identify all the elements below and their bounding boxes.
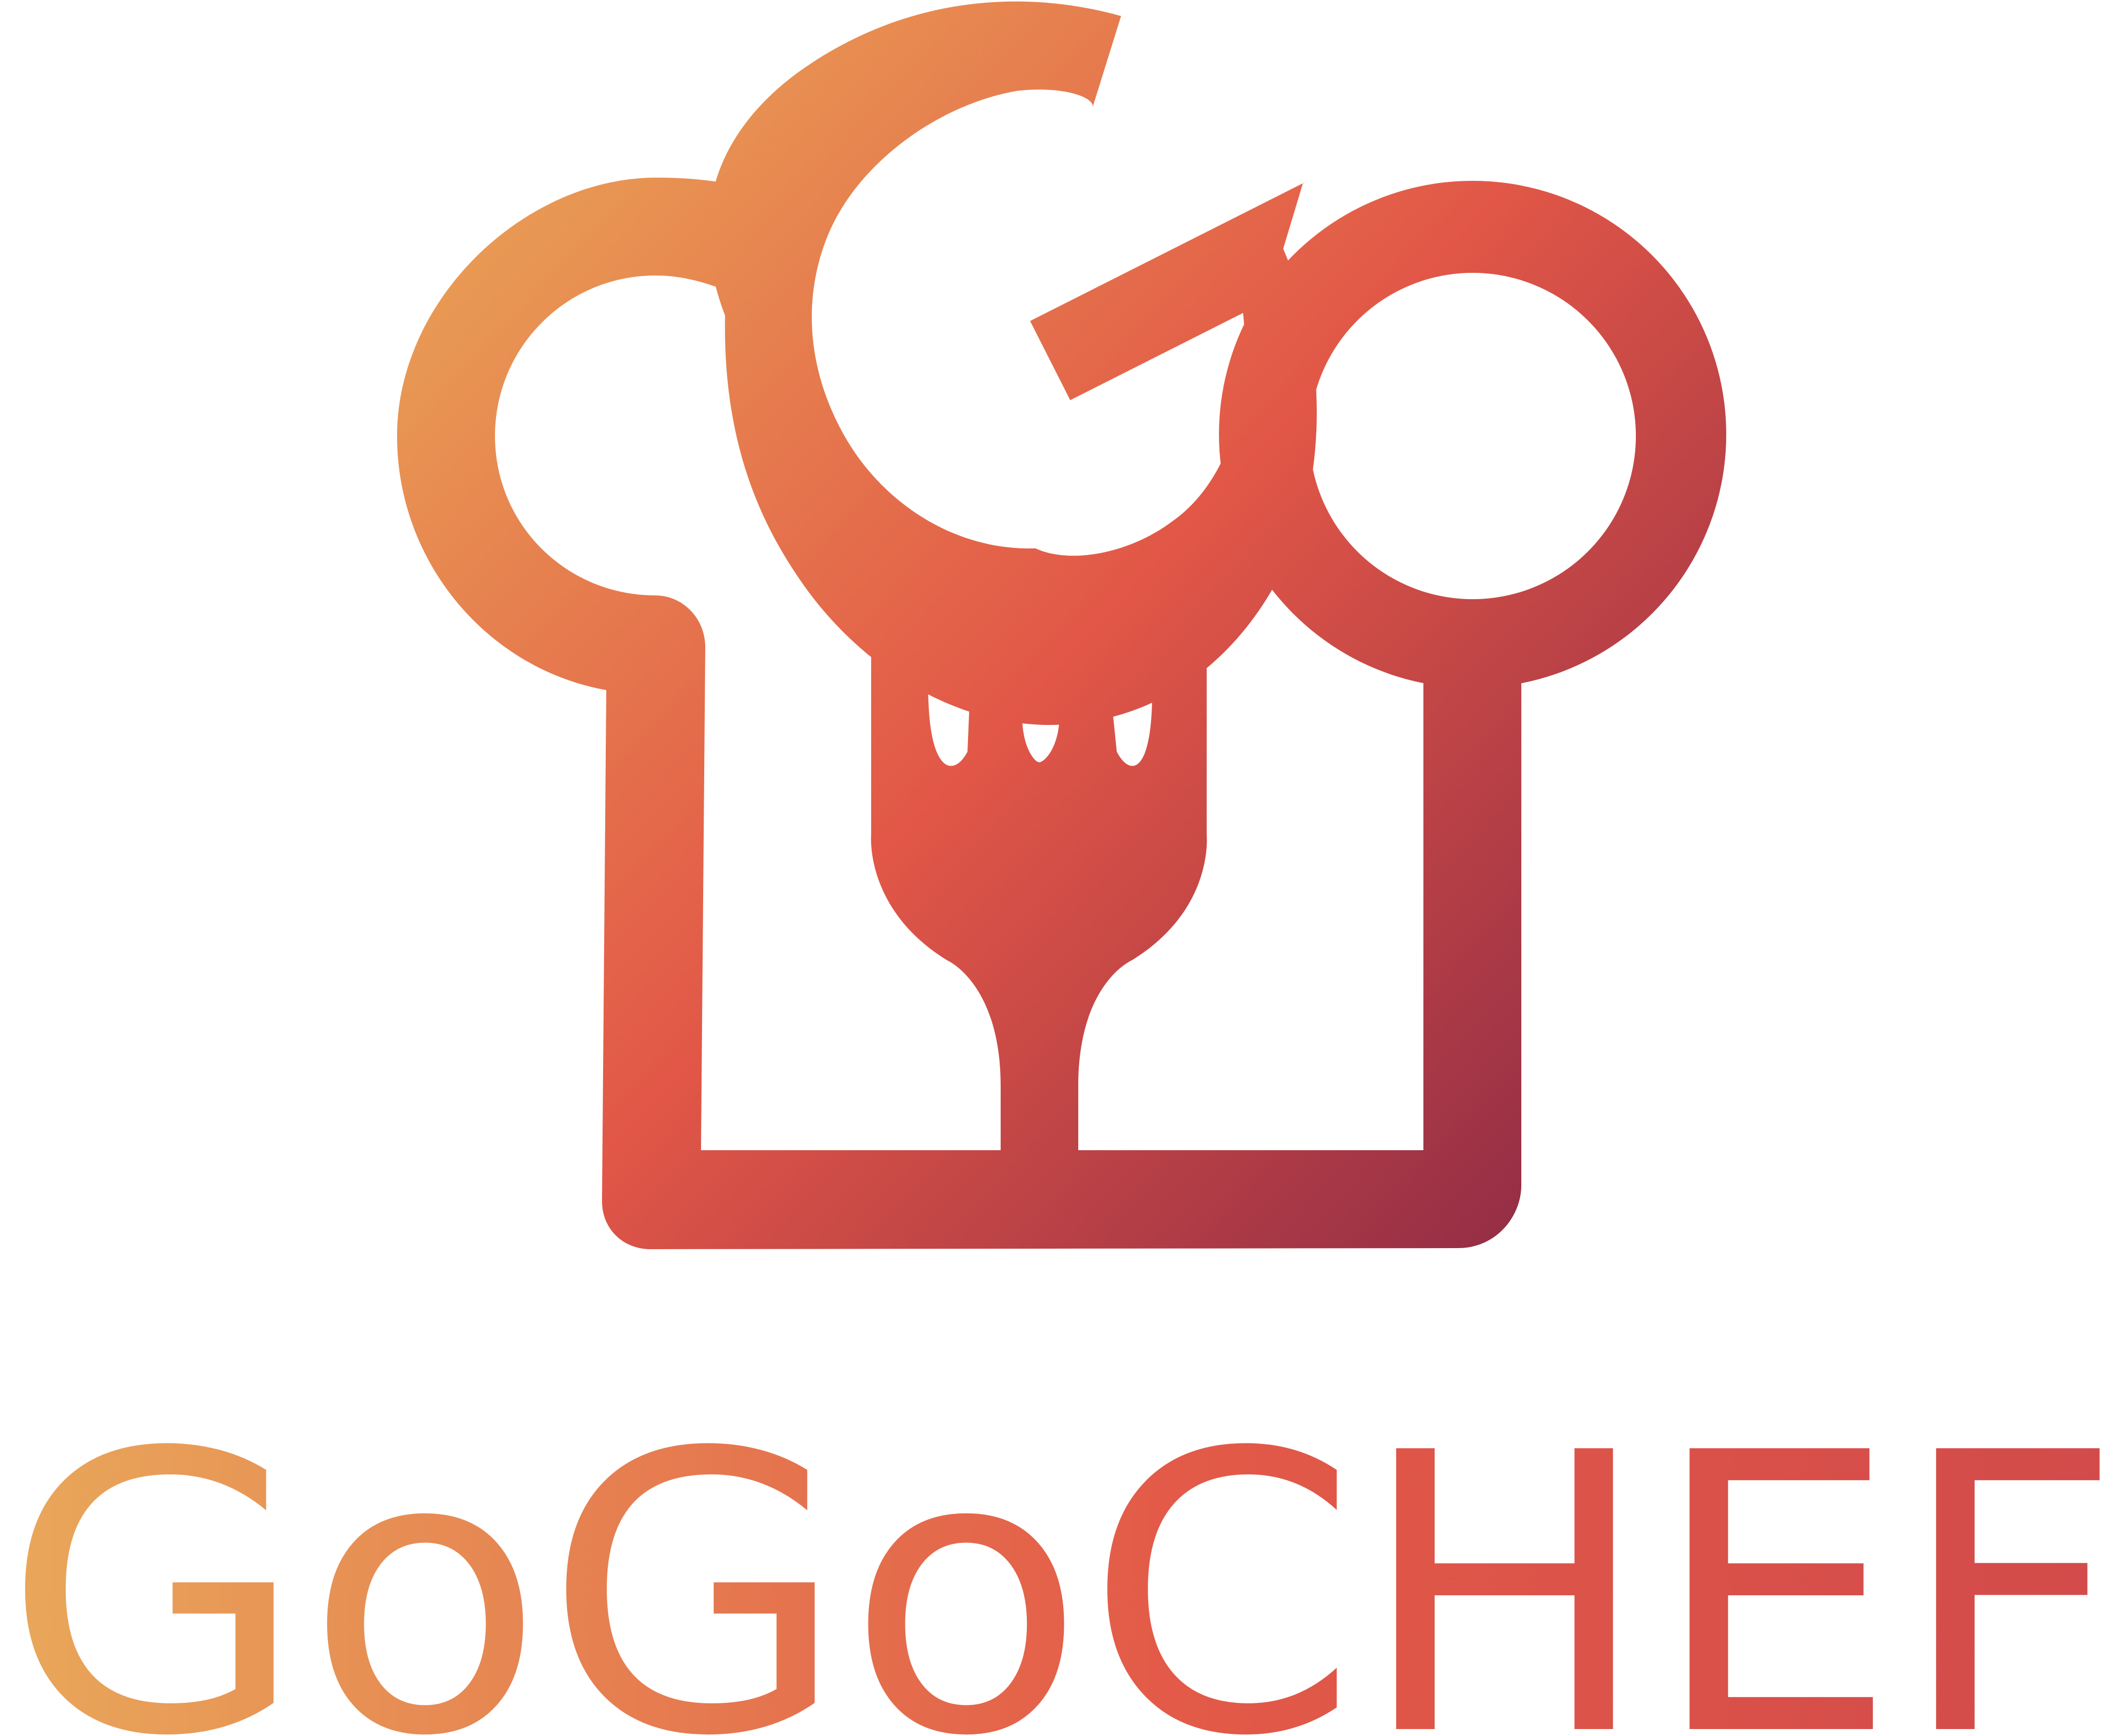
hat-g-swoosh bbox=[708, 1, 1317, 725]
brand-wordmark: GoGoCHEF bbox=[3, 1372, 2122, 1736]
hat-body bbox=[397, 178, 1521, 1249]
chef-hat-fork-icon bbox=[397, 1, 1726, 1249]
hat-right-ring bbox=[1218, 181, 1726, 688]
